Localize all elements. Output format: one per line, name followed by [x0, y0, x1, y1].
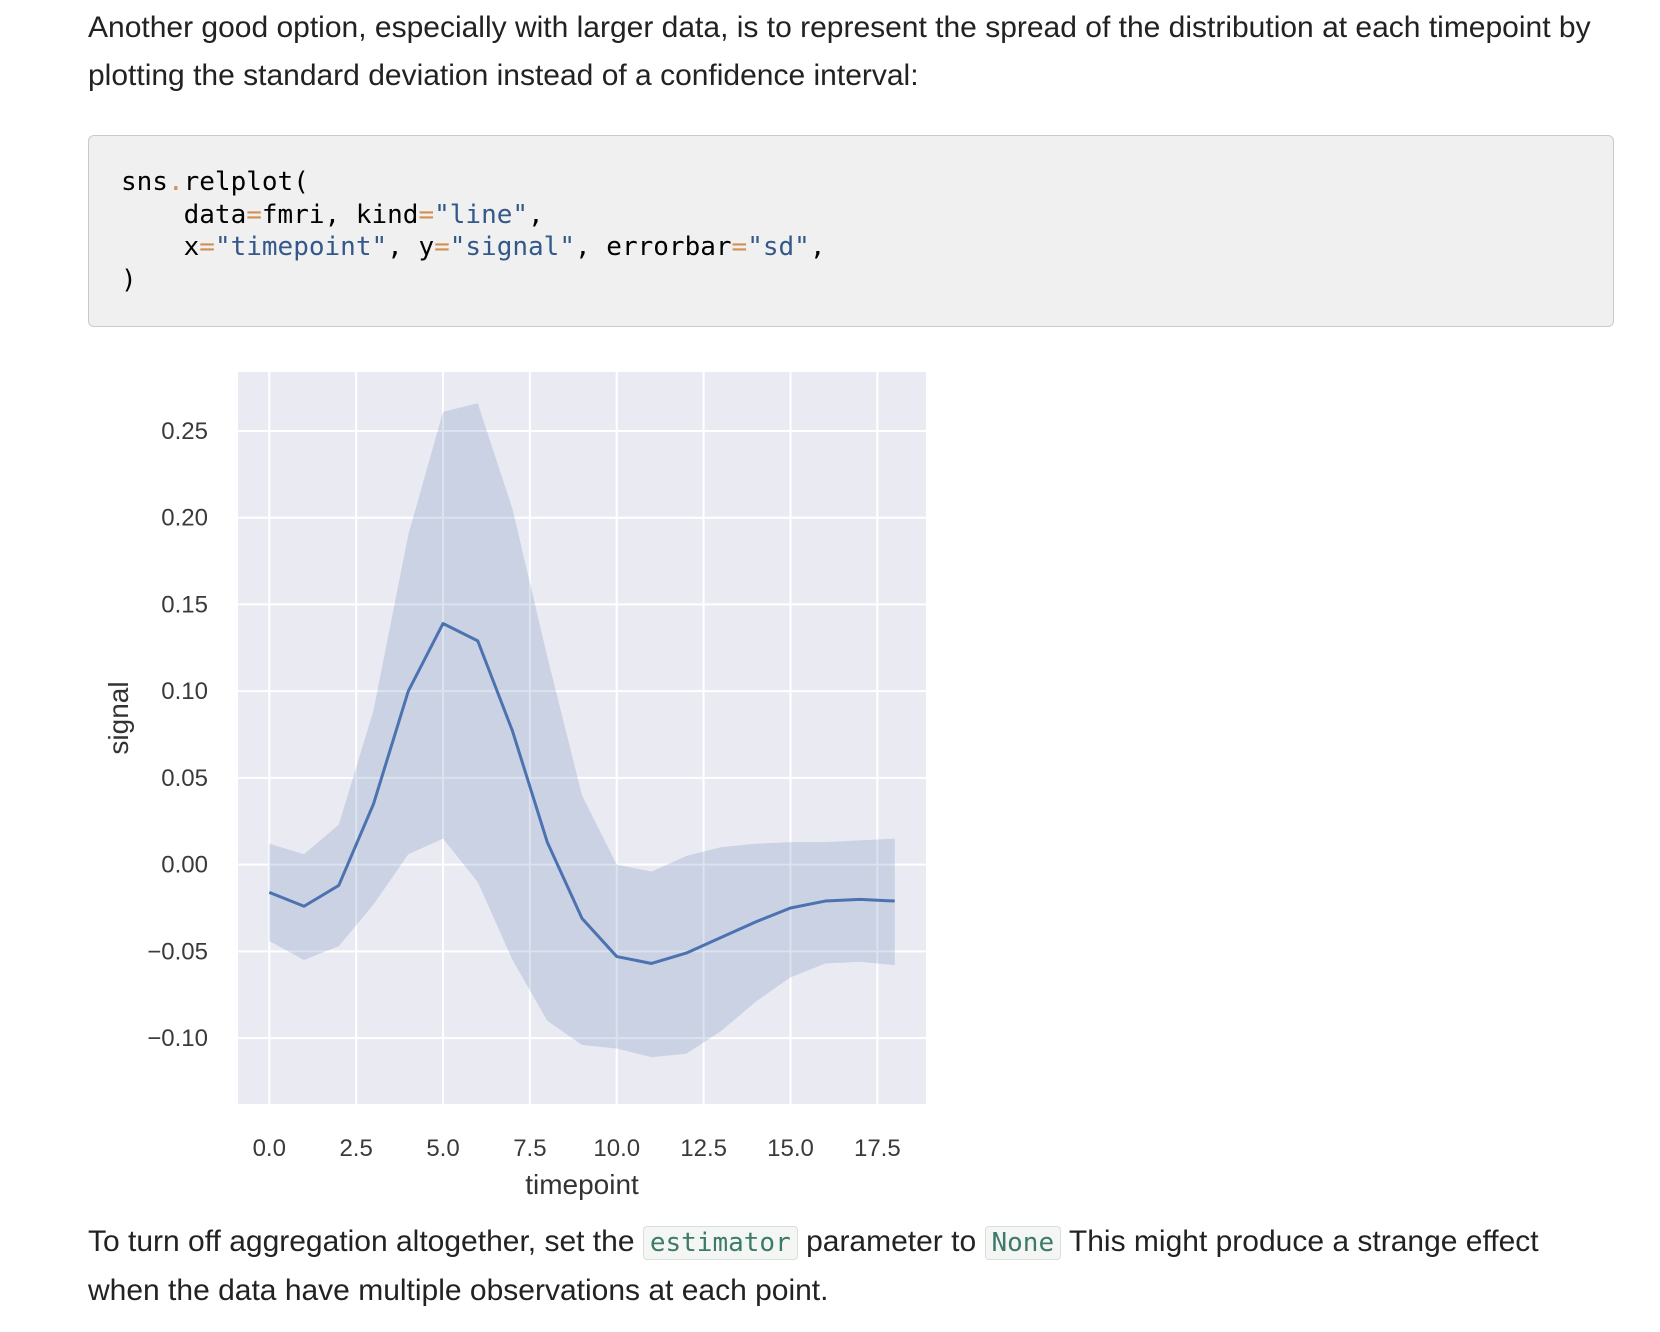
outro-paragraph: To turn off aggregation altogether, set … [88, 1218, 1608, 1315]
code-string: "sd" [747, 232, 810, 262]
x-tick-label: 0.0 [253, 1135, 286, 1162]
x-tick-label: 10.0 [593, 1135, 640, 1162]
outro-text: To turn off aggregation altogether, set … [88, 1225, 643, 1258]
sd-band-layer [269, 403, 895, 1058]
code-operator: = [731, 232, 748, 262]
y-tick-label: 0.25 [161, 418, 208, 445]
code-token: fmri, [261, 199, 356, 230]
x-tick-label: 7.5 [513, 1135, 546, 1162]
code-string: "line" [434, 199, 529, 230]
code-token: , [574, 232, 607, 262]
plot-background [238, 372, 926, 1104]
y-tick-label: −0.05 [147, 938, 208, 965]
code-token: , [387, 232, 419, 262]
intro-paragraph: Another good option, especially with lar… [88, 11, 1591, 92]
code-operator: . [167, 167, 184, 197]
x-axis-label: timepoint [525, 1169, 639, 1200]
line-chart: 0.0 2.5 5.0 7.5 10.0 12.5 15.0 17.5 −0.10 −0.05 0… [103, 372, 926, 1200]
code-token: , [528, 199, 544, 230]
code-token: ) [121, 264, 137, 295]
sd-band [269, 403, 895, 1058]
code-operator: = [418, 199, 435, 230]
code-token: data [183, 199, 247, 230]
x-tick-label: 15.0 [767, 1135, 814, 1162]
x-tick-label: 12.5 [680, 1135, 727, 1162]
grid [238, 372, 926, 1104]
estimator-code: estimator [642, 1226, 798, 1260]
code-token: errorbar [606, 232, 732, 262]
code-token: sns [121, 167, 168, 197]
y-tick-label: 0.05 [161, 765, 208, 792]
outro-text: parameter to [797, 1225, 985, 1258]
code-operator: = [246, 199, 262, 230]
code-operator: = [199, 232, 215, 262]
code-string: "timepoint" [214, 232, 388, 262]
none-code: None [984, 1226, 1062, 1260]
x-tick-label: 17.5 [854, 1135, 901, 1162]
y-tick-labels: −0.10 −0.05 0.00 0.05 0.10 0.15 0.20 0.25 [147, 418, 208, 1052]
y-axis-label: signal [103, 681, 134, 754]
code-token: relplot( [183, 167, 309, 197]
y-tick-label: 0.00 [161, 852, 208, 879]
code-token: y [418, 232, 435, 262]
code-operator: = [434, 232, 450, 262]
code-token: , [809, 232, 826, 262]
code-token: kind [355, 199, 419, 230]
code-text: sns.relplot( data=fmri, kind="line", x="… [121, 166, 825, 296]
code-token: x [183, 232, 200, 262]
x-tick-label: 2.5 [339, 1135, 372, 1162]
line-layer [268, 622, 895, 965]
code-block: sns.relplot( data=fmri, kind="line", x="… [88, 135, 1614, 327]
x-tick-label: 5.0 [426, 1135, 459, 1162]
y-tick-label: 0.10 [161, 678, 208, 705]
outro-text: This might produce a strange effect when… [88, 1225, 1539, 1307]
y-tick-label: 0.20 [161, 505, 208, 532]
y-tick-label: 0.15 [161, 591, 208, 618]
y-tick-label: −0.10 [147, 1025, 208, 1052]
x-tick-labels: 0.0 2.5 5.0 7.5 10.0 12.5 15.0 17.5 [253, 1135, 901, 1162]
plot-area [238, 372, 926, 1104]
code-string: "signal" [449, 232, 575, 262]
series-line [268, 622, 895, 965]
